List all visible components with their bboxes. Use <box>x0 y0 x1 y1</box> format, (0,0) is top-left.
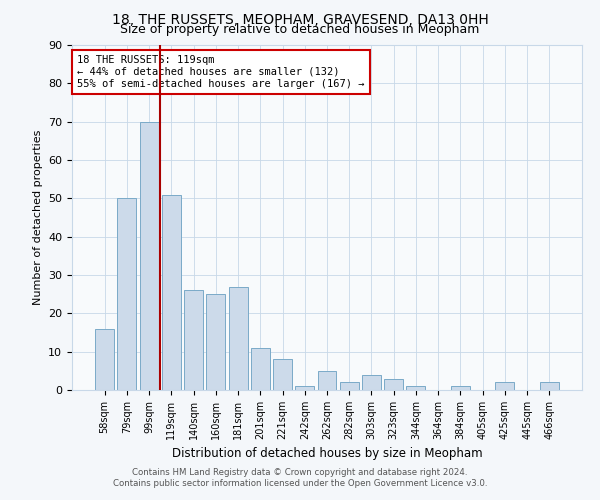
Bar <box>540 382 559 390</box>
Text: 18 THE RUSSETS: 119sqm
← 44% of detached houses are smaller (132)
55% of semi-de: 18 THE RUSSETS: 119sqm ← 44% of detached… <box>77 56 365 88</box>
Text: 18, THE RUSSETS, MEOPHAM, GRAVESEND, DA13 0HH: 18, THE RUSSETS, MEOPHAM, GRAVESEND, DA1… <box>112 12 488 26</box>
Bar <box>496 382 514 390</box>
Bar <box>340 382 359 390</box>
Bar <box>184 290 203 390</box>
Text: Size of property relative to detached houses in Meopham: Size of property relative to detached ho… <box>121 22 479 36</box>
Bar <box>362 374 381 390</box>
Bar <box>118 198 136 390</box>
Bar <box>317 371 337 390</box>
Bar <box>162 194 181 390</box>
Bar <box>229 286 248 390</box>
Text: Contains HM Land Registry data © Crown copyright and database right 2024.
Contai: Contains HM Land Registry data © Crown c… <box>113 468 487 487</box>
Bar <box>295 386 314 390</box>
Bar <box>406 386 425 390</box>
Y-axis label: Number of detached properties: Number of detached properties <box>32 130 43 305</box>
Bar <box>273 360 292 390</box>
Bar <box>206 294 225 390</box>
X-axis label: Distribution of detached houses by size in Meopham: Distribution of detached houses by size … <box>172 448 482 460</box>
Bar <box>251 348 270 390</box>
Bar <box>95 328 114 390</box>
Bar <box>384 378 403 390</box>
Bar <box>140 122 158 390</box>
Bar <box>451 386 470 390</box>
